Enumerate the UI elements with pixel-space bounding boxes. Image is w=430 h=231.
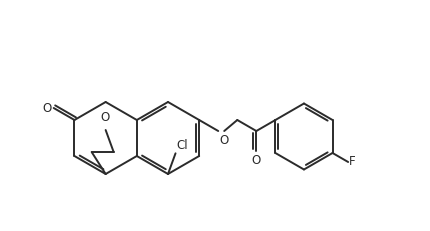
Text: O: O bbox=[219, 134, 228, 147]
Text: Cl: Cl bbox=[177, 139, 188, 152]
Text: O: O bbox=[252, 154, 261, 167]
Text: O: O bbox=[100, 111, 109, 124]
Text: O: O bbox=[43, 103, 52, 116]
Text: F: F bbox=[349, 155, 356, 168]
